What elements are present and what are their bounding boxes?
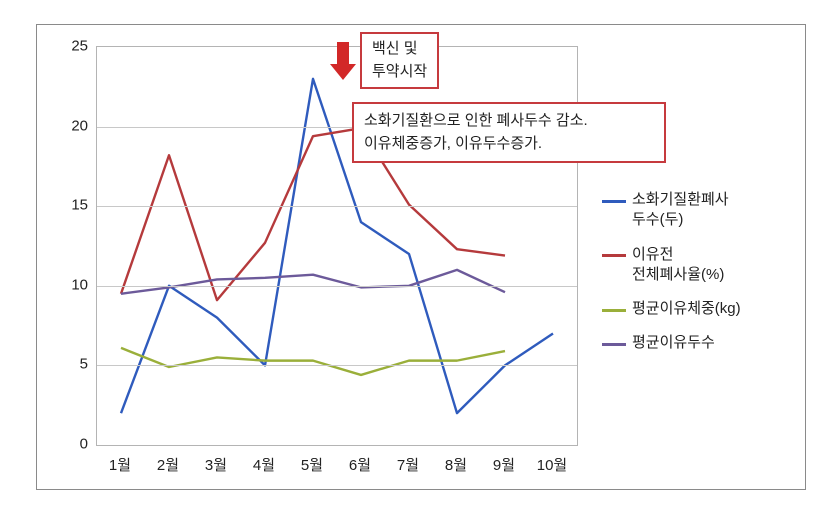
x-tick-label: 5월 [301,454,323,475]
legend-item-purple: 평균이유두수 [602,333,741,353]
annotation-arrow [330,42,356,80]
y-tick-label: 5 [0,356,88,373]
gridline [97,286,577,287]
x-tick-label: 1월 [109,454,131,475]
x-tick-label: 10월 [537,454,568,475]
annotation-vaccine-label: 백신 및 투약시작 [360,32,439,89]
legend-label: 평균이유두수 [632,333,715,353]
legend-swatch [602,343,626,346]
legend-swatch [602,309,626,312]
y-tick-label: 10 [0,276,88,293]
y-tick-label: 0 [0,436,88,453]
chart-frame: 소화기질환폐사 두수(두) 이유전 전체폐사율(%) 평균이유체중(kg) 평균이유두… [0,0,840,512]
legend-swatch [602,254,626,257]
legend-label: 소화기질환폐사 두수(두) [632,190,729,231]
legend-item-olive: 평균이유체중(kg) [602,299,741,319]
y-tick-label: 20 [0,117,88,134]
x-tick-label: 3월 [205,454,227,475]
legend-item-blue: 소화기질환폐사 두수(두) [602,190,741,231]
x-tick-label: 7월 [397,454,419,475]
legend-swatch [602,200,626,203]
legend-label: 평균이유체중(kg) [632,299,741,319]
gridline [97,206,577,207]
legend: 소화기질환폐사 두수(두) 이유전 전체폐사율(%) 평균이유체중(kg) 평균이유두… [602,190,741,368]
series-line-olive [121,348,505,375]
y-tick-label: 15 [0,197,88,214]
x-tick-label: 2월 [157,454,179,475]
arrow-down-icon [330,42,356,80]
x-tick-label: 6월 [349,454,371,475]
legend-item-red: 이유전 전체폐사율(%) [602,245,741,286]
gridline [97,365,577,366]
x-tick-label: 9월 [493,454,515,475]
x-tick-label: 8월 [445,454,467,475]
legend-label: 이유전 전체폐사율(%) [632,245,724,286]
series-line-purple [121,270,505,294]
y-tick-label: 25 [0,38,88,55]
annotation-note-box: 소화기질환으로 인한 폐사두수 감소. 이유체중증가, 이유두수증가. [352,102,666,163]
x-tick-label: 4월 [253,454,275,475]
